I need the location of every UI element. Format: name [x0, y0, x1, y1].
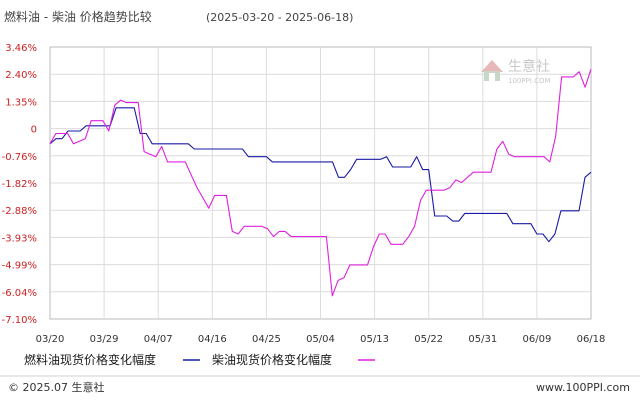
y-tick-label: -0.76%: [2, 152, 37, 163]
y-tick-label: -7.10%: [2, 315, 37, 326]
y-tick-label: 0: [31, 125, 37, 136]
legend: 燃料油现货价格变化幅度 柴油现货价格变化幅度: [24, 352, 375, 367]
x-tick-label: 03/20: [36, 334, 65, 345]
x-tick-label: 06/18: [577, 334, 606, 345]
x-tick-label: 06/09: [522, 334, 551, 345]
watermark-brand: 生意社: [508, 58, 550, 75]
footer-copyright: © 2025.07 生意社: [8, 380, 104, 394]
y-tick-label: -3.93%: [2, 233, 37, 244]
series-lines: [49, 69, 592, 297]
legend-label-fuel-oil: 燃料油现货价格变化幅度: [24, 352, 156, 367]
x-tick-label: 04/16: [198, 334, 227, 345]
x-tick-label: 05/04: [306, 334, 335, 345]
x-tick-label: 05/31: [468, 334, 497, 345]
x-tick-label: 04/25: [252, 334, 281, 345]
y-tick-label: -2.88%: [2, 206, 37, 217]
series-line-fuel-oil: [49, 107, 592, 243]
legend-label-diesel: 柴油现货价格变化幅度: [212, 352, 332, 367]
x-tick-label: 05/22: [414, 334, 443, 345]
y-tick-label: 1.35%: [5, 97, 37, 108]
x-tick-label: 05/13: [360, 334, 389, 345]
y-tick-label: -1.82%: [2, 179, 37, 190]
y-tick-label: 2.40%: [5, 70, 37, 81]
watermark-url: 100PPI.COM: [508, 77, 551, 85]
y-tick-label: -4.99%: [2, 261, 37, 272]
grid: [50, 47, 591, 319]
y-axis-ticks: 3.46% 2.40% 1.35% 0 -0.76% -1.82% -2.88% -3.93%…: [2, 43, 37, 326]
x-tick-label: 04/07: [144, 334, 173, 345]
y-tick-label: 3.46%: [5, 43, 37, 54]
brand-logo-icon: [481, 60, 503, 81]
watermark: 生意社 100PPI.COM: [481, 58, 551, 85]
footer-site-link[interactable]: www.100PPI.com: [536, 381, 630, 394]
y-tick-label: -6.04%: [2, 288, 37, 299]
chart-date-range: (2025-03-20 - 2025-06-18): [206, 11, 353, 24]
series-line-diesel: [49, 69, 592, 297]
chart-title: 燃料油 - 柴油 价格趋势比较: [4, 9, 152, 24]
x-axis-ticks: 03/20 03/29 04/07 04/16 04/25 05/04 05/13 05/22…: [36, 334, 606, 345]
x-tick-label: 03/29: [90, 334, 119, 345]
